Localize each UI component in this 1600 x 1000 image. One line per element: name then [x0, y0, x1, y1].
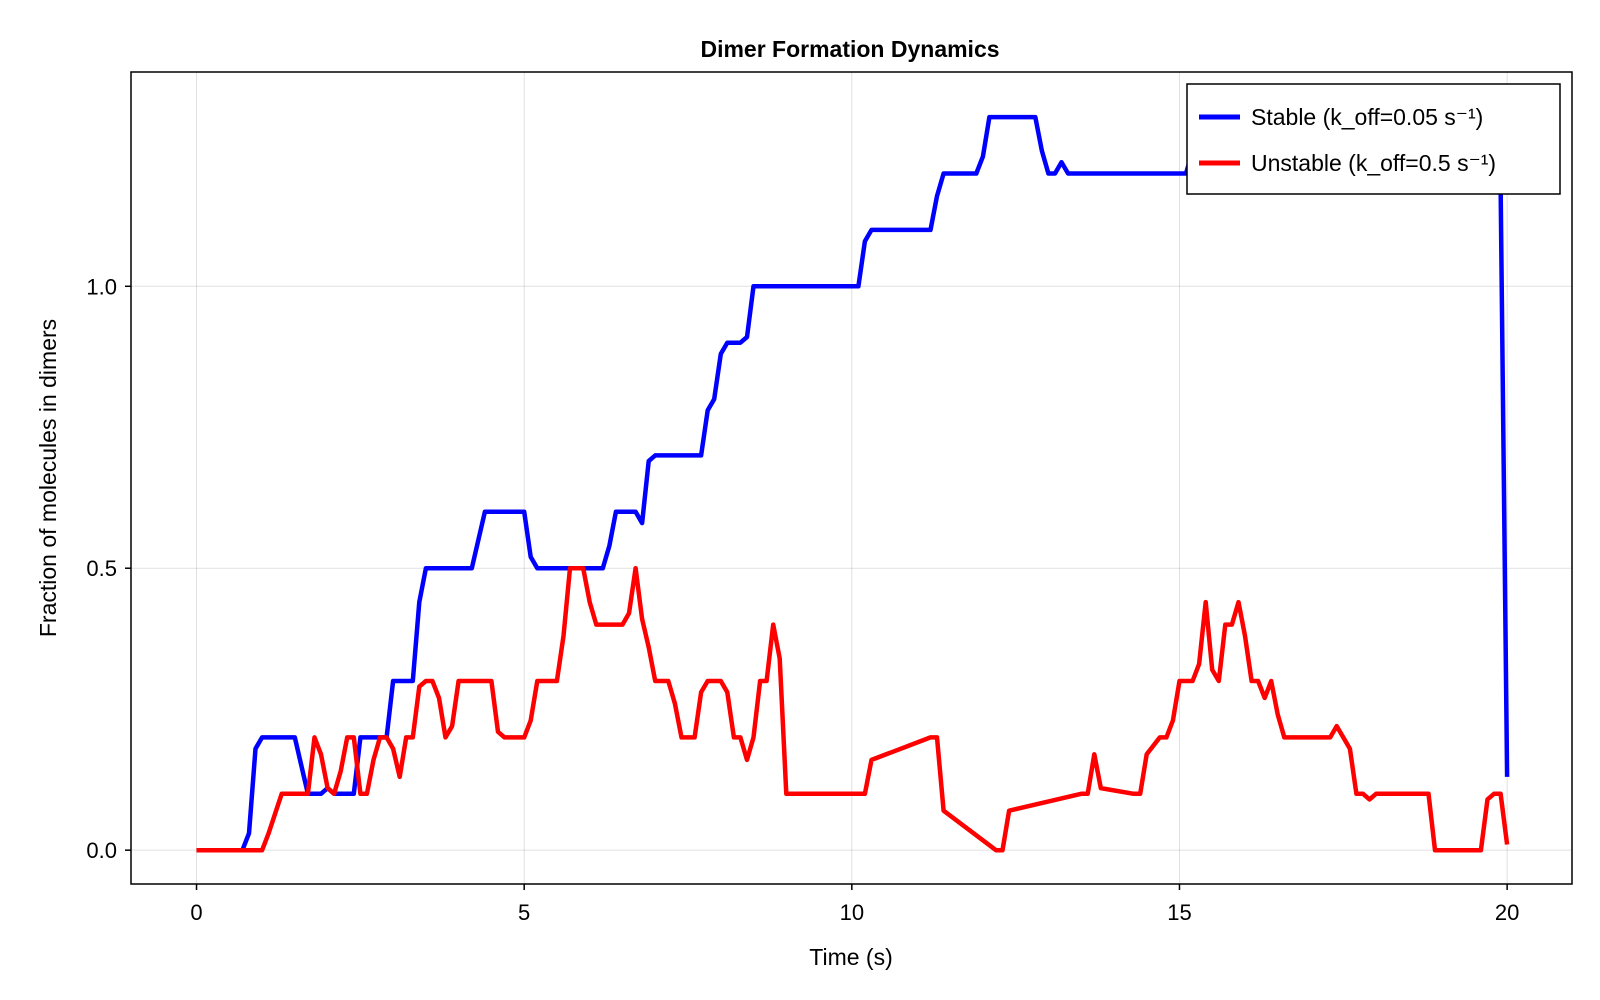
x-tick-label: 0 — [190, 900, 202, 925]
y-tick-label: 1.0 — [86, 274, 117, 299]
axis-ticks: 0 5 10 15 20 0.0 0.5 1.0 — [86, 274, 1519, 925]
y-tick-label: 0.0 — [86, 838, 117, 863]
series-line-unstable — [196, 565, 1510, 853]
legend: Stable (k_off=0.05 s⁻¹) Unstable (k_off=0… — [1186, 83, 1561, 195]
grid — [131, 72, 1572, 884]
x-tick-label: 5 — [518, 900, 530, 925]
y-axis-label: Fraction of molecules in dimers — [35, 319, 61, 637]
legend-box — [1186, 83, 1561, 195]
y-tick-label: 0.5 — [86, 556, 117, 581]
chart-title: Dimer Formation Dynamics — [700, 36, 999, 62]
legend-label-unstable: Unstable (k_off=0.5 s⁻¹) — [1251, 150, 1496, 176]
legend-label-stable: Stable (k_off=0.05 s⁻¹) — [1251, 104, 1483, 130]
series-group — [196, 114, 1510, 853]
x-tick-label: 15 — [1167, 900, 1191, 925]
series-line-stable — [196, 114, 1510, 853]
x-tick-label: 10 — [840, 900, 864, 925]
x-axis-label: Time (s) — [809, 944, 892, 970]
x-tick-label: 20 — [1495, 900, 1519, 925]
